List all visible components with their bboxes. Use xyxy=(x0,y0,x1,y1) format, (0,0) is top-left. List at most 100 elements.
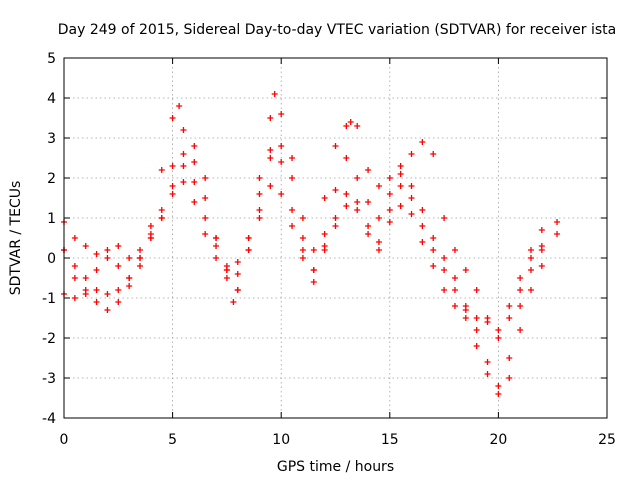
data-point xyxy=(365,223,372,229)
data-point xyxy=(473,327,480,333)
data-point xyxy=(332,143,339,149)
data-point xyxy=(397,171,404,177)
data-point xyxy=(267,115,274,121)
data-point xyxy=(191,199,198,205)
y-tick-label: 0 xyxy=(47,251,56,267)
data-point xyxy=(137,255,144,261)
data-point xyxy=(321,195,328,201)
data-point xyxy=(441,255,448,261)
data-point xyxy=(310,279,317,285)
data-point xyxy=(321,231,328,237)
data-point xyxy=(147,235,154,241)
data-point xyxy=(230,299,237,305)
data-point xyxy=(419,207,426,213)
data-point xyxy=(375,239,382,245)
data-point xyxy=(180,151,187,157)
data-point xyxy=(506,315,513,321)
data-point xyxy=(93,287,100,293)
data-point xyxy=(126,283,133,289)
data-point xyxy=(104,255,111,261)
y-tick-label: -4 xyxy=(42,411,56,427)
data-point xyxy=(180,179,187,185)
data-point xyxy=(278,159,285,165)
data-point xyxy=(289,175,296,181)
data-point xyxy=(397,203,404,209)
data-point xyxy=(451,287,458,293)
data-point xyxy=(441,267,448,273)
data-point xyxy=(538,263,545,269)
data-point xyxy=(527,267,534,273)
data-point xyxy=(408,195,415,201)
data-point xyxy=(484,371,491,377)
data-point xyxy=(365,167,372,173)
data-point xyxy=(191,143,198,149)
data-point xyxy=(299,235,306,241)
data-point xyxy=(517,287,524,293)
data-point xyxy=(278,191,285,197)
data-point xyxy=(256,175,263,181)
data-point xyxy=(223,275,230,281)
data-point xyxy=(267,183,274,189)
data-point xyxy=(462,267,469,273)
data-point xyxy=(375,247,382,253)
data-point xyxy=(506,355,513,361)
data-point xyxy=(93,267,100,273)
x-tick-label: 0 xyxy=(60,432,69,448)
data-point xyxy=(158,215,165,221)
plot-frame xyxy=(63,57,608,419)
data-point xyxy=(484,359,491,365)
data-point xyxy=(451,275,458,281)
data-point xyxy=(343,155,350,161)
data-point xyxy=(332,187,339,193)
series-satellite-track-3 xyxy=(61,147,545,397)
data-point xyxy=(354,207,361,213)
data-point xyxy=(484,319,491,325)
data-point xyxy=(506,303,513,309)
series-satellite-track-2 xyxy=(61,143,561,389)
data-point xyxy=(202,231,209,237)
data-point xyxy=(538,247,545,253)
chart-title: Day 249 of 2015, Sidereal Day-to-day VTE… xyxy=(58,22,616,38)
series-satellite-track-4 xyxy=(61,179,545,333)
x-tick-label: 5 xyxy=(168,432,177,448)
y-tick-label: 4 xyxy=(47,91,56,107)
data-point xyxy=(213,235,220,241)
data-point xyxy=(71,235,78,241)
data-point xyxy=(495,383,502,389)
data-point xyxy=(234,287,241,293)
data-point xyxy=(408,211,415,217)
data-point xyxy=(386,207,393,213)
data-point xyxy=(202,195,209,201)
grid xyxy=(64,58,607,418)
data-point xyxy=(310,267,317,273)
data-point xyxy=(527,287,534,293)
data-point xyxy=(256,215,263,221)
data-point xyxy=(495,335,502,341)
data-point xyxy=(104,307,111,313)
x-tick-label: 20 xyxy=(489,432,507,448)
data-point xyxy=(256,191,263,197)
data-point xyxy=(354,175,361,181)
data-point xyxy=(158,167,165,173)
data-point xyxy=(158,207,165,213)
x-axis-label: GPS time / hours xyxy=(277,459,394,475)
data-point xyxy=(386,175,393,181)
data-point xyxy=(147,223,154,229)
data-point xyxy=(473,315,480,321)
data-point xyxy=(71,263,78,269)
data-point xyxy=(517,275,524,281)
data-point xyxy=(271,91,278,97)
data-point xyxy=(180,163,187,169)
data-point xyxy=(213,255,220,261)
data-point xyxy=(137,247,144,253)
data-point xyxy=(408,183,415,189)
data-point xyxy=(554,231,561,237)
data-point xyxy=(191,159,198,165)
data-point xyxy=(495,391,502,397)
data-point xyxy=(527,255,534,261)
data-point xyxy=(397,183,404,189)
data-point xyxy=(310,247,317,253)
data-point xyxy=(82,243,89,249)
data-point xyxy=(126,255,133,261)
data-point xyxy=(245,247,252,253)
